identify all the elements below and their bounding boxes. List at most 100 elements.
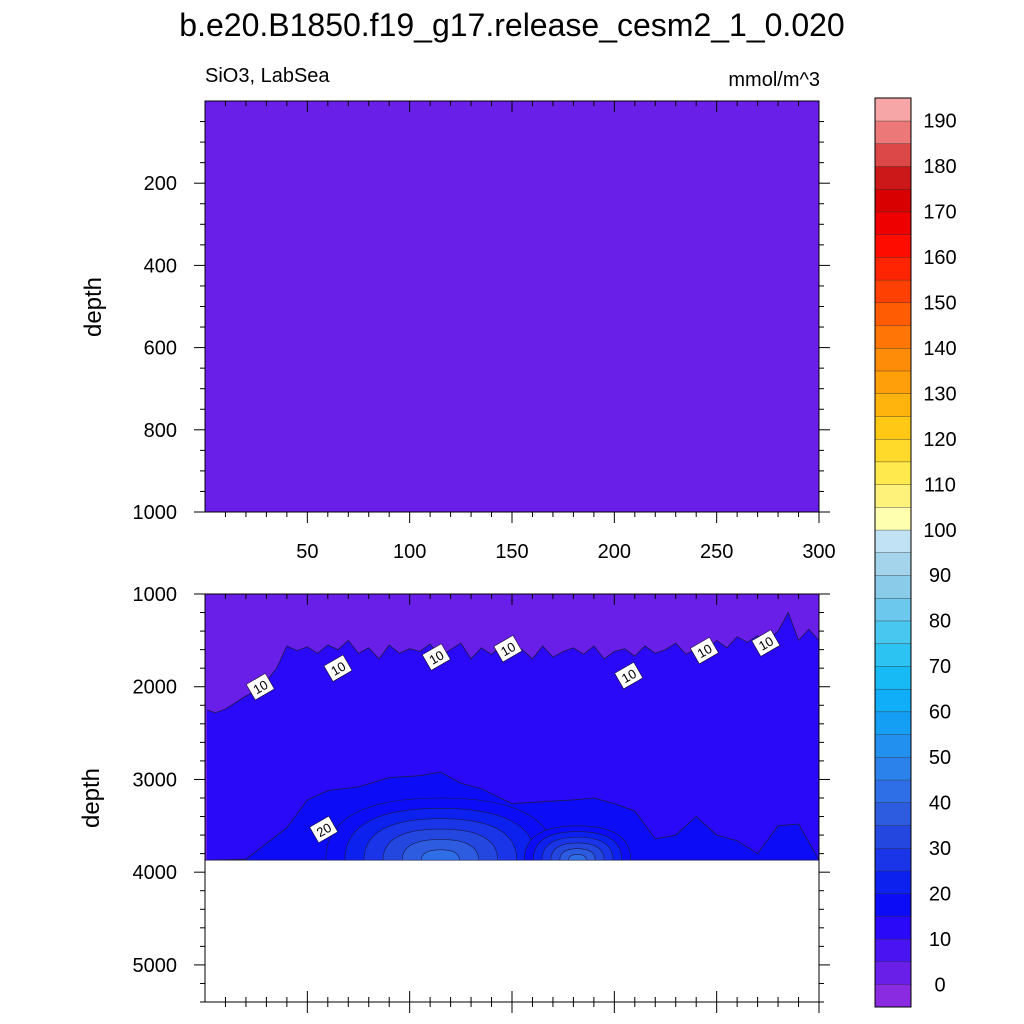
colorbar-label: 80 xyxy=(929,611,951,633)
colorbar-label: 170 xyxy=(923,202,956,224)
colorbar-box xyxy=(874,302,912,326)
colorbar-label: 190 xyxy=(923,111,956,133)
inner-contour-50 xyxy=(568,854,587,861)
colorbar-box xyxy=(874,506,912,531)
colorbar-label: 40 xyxy=(929,793,951,815)
colorbar-box xyxy=(874,325,912,349)
upper-ylabel: depth xyxy=(80,277,107,337)
colorbar-box xyxy=(874,438,912,463)
colorbar-label: 180 xyxy=(923,156,956,178)
colorbar-box xyxy=(874,529,912,554)
colorbar-box xyxy=(874,575,912,599)
colorbar-box xyxy=(874,347,912,372)
upper-x-tick-label: 300 xyxy=(802,541,835,563)
colorbar-label: 0 xyxy=(934,974,945,996)
contour-label-box xyxy=(614,661,644,690)
colorbar-frame xyxy=(874,97,912,1008)
colorbar-box xyxy=(874,188,912,213)
colorbar-box xyxy=(874,165,912,190)
colorbar-box xyxy=(874,484,912,508)
upper-y-tick-label: 600 xyxy=(144,338,177,360)
contour-label-text: 10 xyxy=(756,633,776,653)
lower-ylabel: depth xyxy=(78,768,105,828)
colorbar-box xyxy=(874,734,912,758)
contour-label-text: 10 xyxy=(328,659,348,679)
colorbar-box xyxy=(874,415,912,440)
lower-y-tick-label: 5000 xyxy=(133,955,178,977)
colorbar-box xyxy=(874,120,912,144)
colorbar-label: 90 xyxy=(929,565,951,587)
colorbar-box xyxy=(874,847,912,872)
contour-label-box xyxy=(245,673,275,701)
variable-region-label: SiO3, LabSea xyxy=(205,65,330,87)
contour-label-box xyxy=(690,636,719,665)
colorbar-box xyxy=(874,984,912,1008)
upper-y-tick-label: 400 xyxy=(144,255,177,277)
colorbar-label: 140 xyxy=(923,338,956,360)
contour-label-text: 10 xyxy=(695,641,715,661)
colorbar-box xyxy=(874,756,912,781)
colorbar-label: 70 xyxy=(929,656,951,678)
colorbar-box xyxy=(874,779,912,803)
contour-label: 10 xyxy=(421,643,451,671)
contour-label: 10 xyxy=(751,629,781,657)
upper-y-tick-label: 200 xyxy=(144,173,177,195)
contour-label: 10 xyxy=(614,661,644,690)
inner-contour-50 xyxy=(420,849,460,861)
colorbar-box xyxy=(874,802,912,826)
colorbar-box xyxy=(874,915,912,940)
upper-x-tick-label: 50 xyxy=(296,541,318,563)
upper-x-tick-label: 100 xyxy=(393,541,426,563)
colorbar-label: 10 xyxy=(929,929,951,951)
contour-label-box xyxy=(421,643,451,671)
contour-label-text: 20 xyxy=(314,820,334,840)
colorbar-box xyxy=(874,234,912,258)
colorbar-label: 160 xyxy=(923,247,956,269)
contour-label-box xyxy=(309,815,339,844)
colorbar-label: 60 xyxy=(929,702,951,724)
contour-label-text: 10 xyxy=(498,639,518,659)
colorbar-box xyxy=(874,370,912,394)
lower-y-tick-label: 3000 xyxy=(133,769,178,791)
colorbar-box xyxy=(874,643,912,667)
colorbar-label: 130 xyxy=(923,383,956,405)
lower-y-tick-label: 4000 xyxy=(133,862,178,884)
colorbar-box xyxy=(874,825,912,849)
upper-frame xyxy=(204,100,820,513)
colorbar-box xyxy=(874,461,912,485)
colorbar-box xyxy=(874,665,912,690)
colorbar-label: 100 xyxy=(923,520,956,542)
colorbar-box xyxy=(874,688,912,713)
colorbar-box xyxy=(874,870,912,894)
contour-label: 10 xyxy=(690,636,719,665)
lower-y-tick-label: 1000 xyxy=(133,584,178,606)
colorbar-box xyxy=(874,552,912,576)
upper-y-tick-label: 1000 xyxy=(133,502,178,524)
upper-x-tick-label: 150 xyxy=(495,541,528,563)
upper-field xyxy=(205,101,819,512)
contour-label-box xyxy=(751,629,781,657)
colorbar: 0 10 20 30 40 50 60 70 80 90 100 110 120 130 140 150 160… xyxy=(874,97,957,1008)
lower-frame xyxy=(204,593,820,1003)
upper-panel: 200 400 600 800 1000 50 100 150 200 250 300 xyxy=(133,100,836,563)
contour-label-text: 10 xyxy=(427,647,447,667)
contour-label: 10 xyxy=(493,635,523,663)
upper-x-tick-label: 250 xyxy=(700,541,733,563)
units-label: mmol/m^3 xyxy=(728,69,820,91)
colorbar-label: 20 xyxy=(929,883,951,905)
upper-y-tick-label: 800 xyxy=(144,420,177,442)
lower-panel: 10 10 10 10 10 10 10 20 1000 2000 3000 4000 5000 xyxy=(133,584,830,1013)
colorbar-box xyxy=(874,97,912,122)
figure-title: b.e20.B1850.f19_g17.release_cesm2_1_0.02… xyxy=(179,7,844,43)
colorbar-box xyxy=(874,279,912,304)
colorbar-label: 110 xyxy=(924,474,956,496)
colorbar-label: 120 xyxy=(923,429,956,451)
colorbar-box xyxy=(874,711,912,735)
upper-x-tick-label: 200 xyxy=(598,541,631,563)
colorbar-box xyxy=(874,893,912,917)
contour-label-box xyxy=(493,635,523,663)
contour-label: 20 xyxy=(309,815,339,844)
colorbar-label: 50 xyxy=(929,747,951,769)
colorbar-box xyxy=(874,393,912,417)
